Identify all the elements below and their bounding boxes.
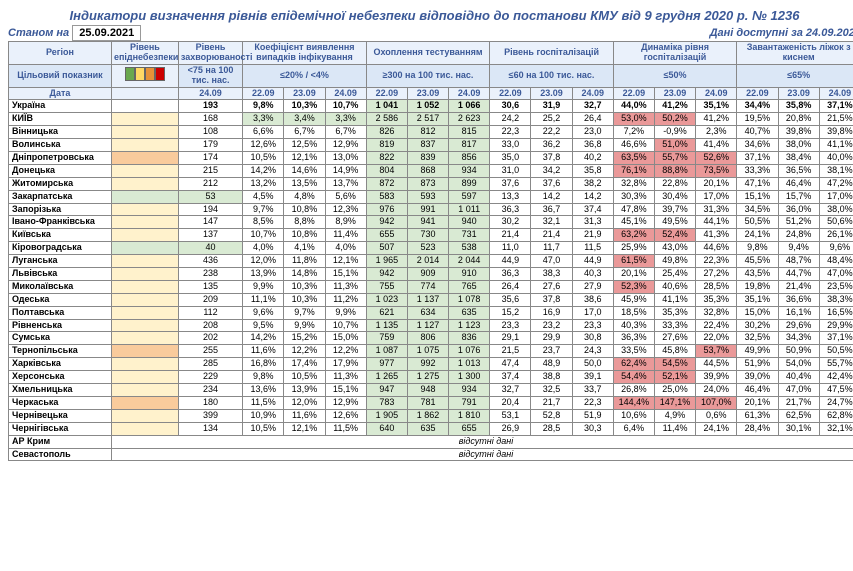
table-row: Харківська28516,8%17,4%17,9%9779921 0134… [9, 358, 853, 371]
avail-label: Дані доступні за 24.09.2021 [710, 27, 853, 39]
table-row: Запорізька1949,7%10,8%12,3%9769911 01136… [9, 203, 853, 216]
table-row: Кіровоградська404,0%4,1%4,0%50752353811,… [9, 242, 853, 255]
table-row: Київська13710,7%10,8%11,4%65573073121,42… [9, 229, 853, 242]
date-inc: 24.09 [178, 87, 242, 100]
table-row: Чернівецька39910,9%11,6%12,6%1 9051 8621… [9, 409, 853, 422]
hdr-beds: Завантаженість ліжок з киснем [737, 42, 853, 65]
hdr-testing: Охоплення тестуванням [366, 42, 490, 65]
table-row: Миколаївська1359,9%10,3%11,3%75577476526… [9, 280, 853, 293]
tgt-testing: ≥300 на 100 тис. нас. [366, 64, 490, 87]
tgt-detection: ≤20% / <4% [243, 64, 367, 87]
epidemic-table: Регіон Рівень епіднебезпеки Рівень захво… [8, 41, 853, 461]
table-row: Житомирська21213,2%13,5%13,7%87287389937… [9, 177, 853, 190]
hdr-hosp-dyn: Динаміка рівня госпіталізацій [613, 42, 737, 65]
meta-row: Станом на 25.09.2021 Дані доступні за 24… [8, 27, 853, 39]
hdr-hosp: Рівень госпіталізацій [490, 42, 614, 65]
asof-date: 25.09.2021 [72, 25, 141, 41]
hdr-legend [111, 64, 178, 87]
table-row-nodata: Севастопольвідсутні дані [9, 448, 853, 461]
tgt-beds: ≤65% [737, 64, 853, 87]
tgt-hosp-dyn: ≤50% [613, 64, 737, 87]
table-row: Львівська23813,9%14,8%15,1%94290991036,3… [9, 268, 853, 281]
table-row: Чернігівська13410,5%12,1%11,5%6406356552… [9, 422, 853, 435]
table-row: Черкаська18011,5%12,0%12,9%78378179120,4… [9, 396, 853, 409]
tgt-hosp: ≤60 на 100 тис. нас. [490, 64, 614, 87]
table-row: Волинська17912,6%12,5%12,9%81983781733,0… [9, 139, 853, 152]
hdr-detection: Коефіцієнт виявлення випадків інфікуванн… [243, 42, 367, 65]
table-row: Україна1939,8%10,3%10,7%1 0411 0521 0663… [9, 100, 853, 113]
table-row: Херсонська2299,8%10,5%11,3%1 2651 2751 3… [9, 371, 853, 384]
hdr-incidence: Рівень захворюваності [178, 42, 242, 65]
table-row: Вінницька1086,6%6,7%6,7%82681281522,322,… [9, 126, 853, 139]
table-row: Дніпропетровська17410,5%12,1%13,0%822839… [9, 152, 853, 165]
table-body: Україна1939,8%10,3%10,7%1 0411 0521 0663… [9, 100, 853, 461]
table-row-nodata: АР Кримвідсутні дані [9, 435, 853, 448]
table-row: Полтавська1129,6%9,7%9,9%62163463515,216… [9, 306, 853, 319]
table-row: Одеська20911,1%10,3%11,2%1 0231 1371 078… [9, 293, 853, 306]
page-title: Індикатори визначення рівнів епідемічної… [8, 8, 853, 23]
hdr-region: Регіон [9, 42, 112, 65]
hdr-date: Дата [9, 87, 112, 100]
asof-label: Станом на [8, 27, 69, 39]
table-row: Луганська43612,0%11,8%12,1%1 9652 0142 0… [9, 255, 853, 268]
table-row: Сумська20214,2%15,2%15,0%75980683629,129… [9, 332, 853, 345]
table-row: Хмельницька23413,6%13,9%15,1%94794893432… [9, 384, 853, 397]
table-row: Донецька21514,2%14,6%14,9%80486893431,03… [9, 164, 853, 177]
table-row: КИЇВ1683,3%3,4%3,3%2 5862 5172 62324,225… [9, 113, 853, 126]
hdr-level: Рівень епіднебезпеки [111, 42, 178, 65]
table-row: Івано-Франківська1478,5%8,8%8,9%94294194… [9, 216, 853, 229]
tgt-incidence: <75 на 100 тис. нас. [178, 64, 242, 87]
table-row: Рівненська2089,5%9,9%10,7%1 1351 1271 12… [9, 319, 853, 332]
table-row: Тернопільська25511,6%12,2%12,2%1 0871 07… [9, 345, 853, 358]
hdr-target: Цільовий показник [9, 64, 112, 87]
table-row: Закарпатська534,5%4,8%5,6%58359359713,31… [9, 190, 853, 203]
color-legend [125, 67, 165, 81]
